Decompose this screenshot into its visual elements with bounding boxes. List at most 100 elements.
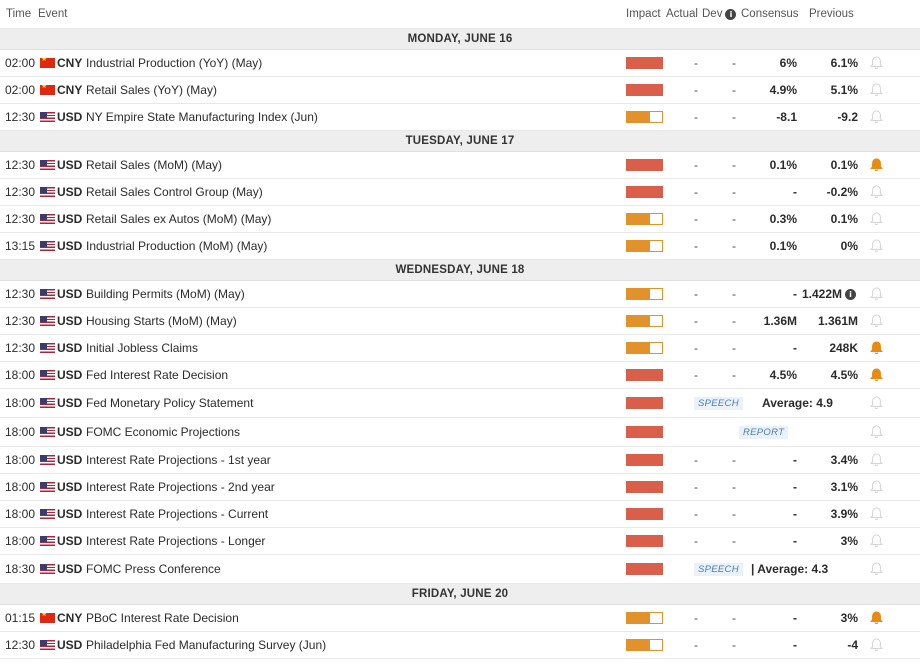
dev-value: -: [732, 341, 736, 355]
header-event[interactable]: Event: [38, 8, 68, 20]
event-name[interactable]: Retail Sales (YoY) (May): [86, 83, 217, 97]
bell-icon[interactable]: [866, 233, 886, 259]
table-header: Time Event Impact Actual Dev i Consensus…: [0, 0, 920, 29]
bell-icon[interactable]: [866, 632, 886, 658]
event-name[interactable]: Retail Sales Control Group (May): [86, 185, 263, 199]
report-tag[interactable]: REPORT: [739, 425, 789, 439]
event-row[interactable]: 18:00 USD Interest Rate Projections - Curr…: [0, 501, 920, 528]
event-row[interactable]: 13:15 USD Industrial Production (MoM) (May…: [0, 233, 920, 260]
event-name[interactable]: Initial Jobless Claims: [86, 341, 199, 355]
header-impact[interactable]: Impact: [626, 8, 661, 20]
previous-value-text: 0%: [840, 239, 858, 253]
bell-icon[interactable]: [866, 206, 886, 232]
event-name[interactable]: FOMC Economic Projections: [86, 425, 241, 439]
high-impact-bar: [626, 84, 663, 96]
bell-icon[interactable]: [866, 308, 886, 334]
event-name[interactable]: Housing Starts (MoM) (May): [86, 314, 237, 328]
bell-icon[interactable]: [866, 389, 886, 417]
event-tag-cell: SPEECH: [694, 389, 743, 417]
event-name[interactable]: Interest Rate Projections - Current: [86, 507, 269, 521]
dev-value: -: [732, 56, 736, 70]
event-row[interactable]: 18:00 USD FOMC Economic Projections REPORT: [0, 418, 920, 447]
event-row[interactable]: 18:00 USD Interest Rate Projections - Long…: [0, 528, 920, 555]
bell-icon[interactable]: [866, 555, 886, 583]
event-name[interactable]: Retail Sales (MoM) (May): [86, 158, 223, 172]
event-name[interactable]: Fed Monetary Policy Statement: [86, 396, 254, 410]
previous-value-text: -9.2: [837, 110, 858, 124]
actual-value: -: [694, 368, 698, 382]
event-currency: USD: [57, 110, 83, 124]
event-time: 12:30: [5, 314, 36, 328]
event-row[interactable]: 18:00 USD Interest Rate Projections - 1st …: [0, 447, 920, 474]
event-row[interactable]: 12:30 USD Building Permits (MoM) (May) - - -1…: [0, 281, 920, 308]
bell-icon[interactable]: [866, 179, 886, 205]
bell-icon[interactable]: [866, 281, 886, 307]
day-header: WEDNESDAY, JUNE 18: [0, 260, 920, 281]
previous-value: 5.1%: [800, 77, 858, 103]
event-name[interactable]: Building Permits (MoM) (May): [86, 287, 245, 301]
event-row[interactable]: 12:30 USD NY Empire State Manufacturing In…: [0, 104, 920, 131]
dev-value: -: [732, 453, 736, 467]
event-name[interactable]: Philadelphia Fed Manufacturing Survey (J…: [86, 638, 327, 652]
bell-icon[interactable]: [866, 104, 886, 130]
event-name[interactable]: NY Empire State Manufacturing Index (Jun…: [86, 110, 318, 124]
speech-tag[interactable]: SPEECH: [694, 562, 743, 576]
info-icon[interactable]: i: [725, 8, 737, 20]
event-name[interactable]: Industrial Production (YoY) (May): [86, 56, 263, 70]
bell-active-icon[interactable]: [866, 362, 886, 388]
bell-icon[interactable]: [866, 528, 886, 554]
event-name[interactable]: Retail Sales ex Autos (MoM) (May): [86, 212, 272, 226]
event-name[interactable]: Interest Rate Projections - 2nd year: [86, 480, 275, 494]
bell-icon[interactable]: [866, 447, 886, 473]
event-row[interactable]: 12:30 USD Retail Sales ex Autos (MoM) (May…: [0, 206, 920, 233]
bell-icon[interactable]: [866, 77, 886, 103]
event-name[interactable]: Industrial Production (MoM) (May): [86, 239, 268, 253]
dev-value: -: [732, 83, 736, 97]
bell-icon[interactable]: [866, 418, 886, 446]
header-time[interactable]: Time: [6, 8, 32, 20]
header-actual[interactable]: Actual: [666, 8, 698, 20]
average-value: Average: 4.9: [762, 396, 833, 410]
event-name[interactable]: Interest Rate Projections - 1st year: [86, 453, 271, 467]
event-row[interactable]: 12:30 USD Housing Starts (MoM) (May) - - 1.36…: [0, 308, 920, 335]
event-row[interactable]: 18:00 USD Fed Monetary Policy Statement SPE…: [0, 389, 920, 418]
event-row[interactable]: 18:30 USD FOMC Press Conference SPEECH | Ave…: [0, 555, 920, 584]
us-flag-icon: [40, 233, 55, 259]
bell-active-icon[interactable]: [866, 605, 886, 631]
event-row[interactable]: 12:30 USD Initial Jobless Claims - - - 248K: [0, 335, 920, 362]
info-icon[interactable]: i: [845, 288, 856, 300]
impact-indicator: [626, 50, 663, 76]
event-row[interactable]: 18:00 USD Fed Interest Rate Decision - - 4.5%…: [0, 362, 920, 389]
header-consensus[interactable]: Consensus: [741, 8, 799, 20]
header-previous[interactable]: Previous: [809, 8, 854, 20]
header-dev[interactable]: Dev i: [702, 0, 738, 28]
event-row[interactable]: 12:30 USD Retail Sales (MoM) (May) - - 0.1% 0.…: [0, 152, 920, 179]
event-row[interactable]: 18:00 USD Interest Rate Projections - 2nd …: [0, 474, 920, 501]
previous-value-text: 0.1%: [830, 158, 858, 172]
previous-value: 248K: [800, 335, 858, 361]
event-row[interactable]: 12:30 USD Philadelphia Fed Manufacturing S…: [0, 632, 920, 659]
event-name[interactable]: PBoC Interest Rate Decision: [86, 611, 239, 625]
speech-tag[interactable]: SPEECH: [694, 396, 743, 410]
event-name[interactable]: Interest Rate Projections - Longer: [86, 534, 266, 548]
dev-value: -: [732, 239, 736, 253]
consensus-value: 1.36M: [763, 314, 797, 328]
event-time: 12:30: [5, 287, 36, 301]
actual-value: -: [694, 453, 698, 467]
previous-value: 1.361M: [800, 308, 858, 334]
event-currency: USD: [57, 562, 83, 576]
bell-active-icon[interactable]: [866, 335, 886, 361]
event-currency: USD: [57, 480, 83, 494]
bell-icon[interactable]: [866, 501, 886, 527]
event-time: 13:15: [5, 239, 36, 253]
bell-icon[interactable]: [866, 50, 886, 76]
bell-icon[interactable]: [866, 474, 886, 500]
event-name[interactable]: Fed Interest Rate Decision: [86, 368, 229, 382]
bell-active-icon[interactable]: [866, 152, 886, 178]
consensus-value: 0.1%: [769, 158, 797, 172]
event-name[interactable]: FOMC Press Conference: [86, 562, 221, 576]
event-row[interactable]: 12:30 USD Retail Sales Control Group (May)…: [0, 179, 920, 206]
